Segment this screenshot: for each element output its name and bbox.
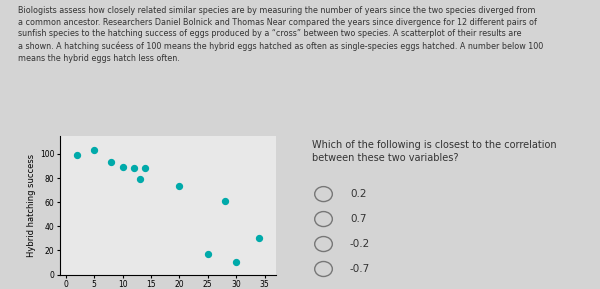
Point [254, 236, 264, 241]
Point [89, 148, 99, 153]
Point [140, 166, 150, 171]
Point [72, 153, 82, 158]
Text: Which of the following is closest to the correlation
between these two variables: Which of the following is closest to the… [312, 140, 556, 163]
Point [220, 199, 230, 203]
Point [106, 160, 116, 165]
Point [203, 252, 212, 256]
Point [232, 260, 241, 265]
Point [135, 177, 145, 181]
Point [129, 166, 139, 171]
Text: -0.2: -0.2 [350, 239, 370, 249]
Point [175, 184, 184, 189]
Text: 0.2: 0.2 [350, 189, 367, 199]
Text: -0.7: -0.7 [350, 264, 370, 274]
Text: 0.7: 0.7 [350, 214, 367, 224]
Text: Biologists assess how closely related similar species are by measuring the numbe: Biologists assess how closely related si… [18, 6, 543, 63]
Point [118, 165, 127, 170]
Y-axis label: Hybrid hatching success: Hybrid hatching success [27, 154, 36, 257]
